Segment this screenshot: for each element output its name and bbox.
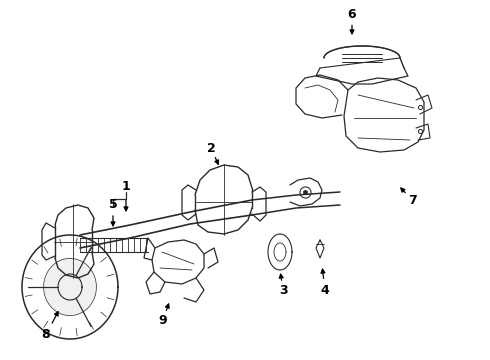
Polygon shape (44, 258, 97, 316)
Text: 5: 5 (109, 198, 118, 211)
Text: 8: 8 (42, 328, 50, 342)
Text: 3: 3 (279, 284, 287, 297)
Text: 7: 7 (408, 194, 416, 207)
Text: 1: 1 (122, 180, 130, 194)
Text: 6: 6 (348, 8, 356, 21)
Text: 2: 2 (207, 141, 216, 154)
Text: 9: 9 (159, 314, 167, 327)
Text: 4: 4 (320, 284, 329, 297)
